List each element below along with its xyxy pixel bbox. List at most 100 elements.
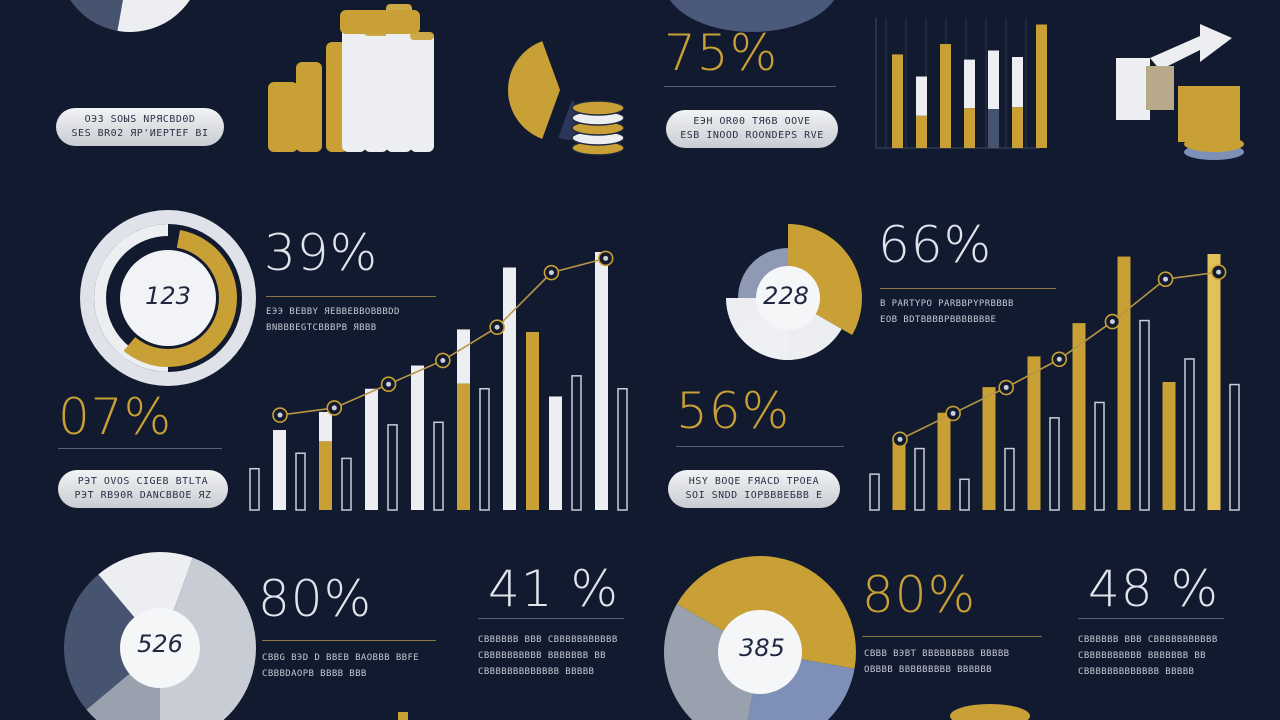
block-icon bbox=[1178, 86, 1240, 142]
mid-left-chart-bar-13 bbox=[526, 331, 539, 510]
top-right-chart-bar-6-bottom bbox=[1012, 107, 1023, 148]
mid-right-chart-marker-dot-7 bbox=[1216, 269, 1222, 275]
gauge-123-center-disc bbox=[120, 250, 216, 346]
caption-80-left: CBBG BЭD D BBEB BAOBBB BBFE CBBBDAOPB BB… bbox=[262, 650, 419, 682]
stat-39: 39% bbox=[264, 224, 379, 282]
top-right-chart-bar-5-top bbox=[988, 50, 999, 109]
pie-526-slate-slice bbox=[64, 574, 160, 710]
coin-icon bbox=[1184, 136, 1244, 152]
mid-right-chart-bar-9 bbox=[1049, 417, 1060, 511]
mid-right-chart-bar-4 bbox=[937, 412, 951, 510]
caption-39-line-2: BNBBBEGTCBBBPB ЯBBB bbox=[266, 323, 377, 333]
mid-right-chart-marker-dot-6 bbox=[1163, 276, 1168, 282]
top-right-chart-bar-7 bbox=[1036, 24, 1047, 148]
caption-80-right: CBBB BЭBT BBBBBBBBB BBBBB OBBBB BBBBBBBB… bbox=[864, 646, 1009, 678]
top-right-chart-bar-2-top bbox=[916, 76, 927, 116]
stat-80-right: 80% bbox=[862, 566, 977, 624]
caption-41-line-3: CBBBBBBBBBBBBB BBBBB bbox=[478, 667, 595, 677]
mid-right-chart-marker-dot-2 bbox=[950, 410, 956, 416]
top-left-bar-cluster-top bbox=[340, 10, 420, 34]
mid-left-chart-bar-11 bbox=[479, 387, 490, 511]
mid-right-chart-marker-dot-3 bbox=[1003, 385, 1009, 391]
caption-39: EЭЭ BEBBY ЯEBBEBBOBBBDD BNBBBEGTCBBBPB Я… bbox=[266, 304, 400, 336]
mid-left-chart-bar-7 bbox=[387, 424, 398, 511]
mid-right-chart-marker-dot-1 bbox=[897, 436, 903, 442]
mid-left-chart-bar-1 bbox=[249, 467, 260, 511]
top-right-chart-bar-2-bottom bbox=[916, 115, 927, 148]
pie-385-grey-slice bbox=[664, 604, 760, 720]
label-pill-4-line-2: SOI SNDD IOPBBBEБBB E bbox=[685, 490, 823, 501]
coin-pie-wedge bbox=[508, 41, 560, 139]
mid-right-chart-bar-14 bbox=[1162, 382, 1176, 510]
label-pill-2-line-2: ЕЅВ INOOD ROONDEPS RVE bbox=[680, 130, 824, 141]
caption-80-left-line-2: CBBBDAOPB BBBB BBB bbox=[262, 669, 367, 679]
mid-left-chart-bar-6 bbox=[365, 388, 378, 510]
label-pill-3: PЭT OVОS CIGEB BTLTA PЭT RB90R DANCBBOE … bbox=[58, 470, 228, 508]
mid-right-chart-bar-7 bbox=[1004, 447, 1015, 511]
label-pill-4-line-1: HSY BOQE FЯACD TPOEA bbox=[688, 476, 820, 487]
mid-left-chart-bar-14 bbox=[549, 396, 562, 510]
label-pill-2: EЭH OR00 ТЯ6В OOVE ЕЅВ INOOD ROONDEPS RV… bbox=[666, 110, 838, 148]
mid-left-chart-bar-4-bottom bbox=[319, 441, 332, 510]
gauge-123-gold-arc bbox=[123, 230, 237, 367]
pie-385-center-disc bbox=[718, 610, 802, 694]
mid-left-chart-bar-15 bbox=[571, 375, 582, 511]
rule-75 bbox=[664, 86, 836, 87]
mid-right-chart-bar-6 bbox=[982, 387, 996, 510]
top-left-3d-bar bbox=[268, 82, 298, 152]
mid-right-chart-bar-8 bbox=[1027, 356, 1041, 510]
rule-07 bbox=[58, 448, 222, 449]
pie-526-center-disc bbox=[120, 608, 200, 688]
top-left-3d-bar bbox=[410, 32, 434, 152]
stat-75: 75% bbox=[664, 24, 779, 82]
caption-48: CBBBBBB BBB CBBBBBBBBBBB CBBBBBBBBBB BBB… bbox=[1078, 632, 1218, 680]
top-right-chart-bar-4-top bbox=[964, 59, 975, 109]
top-left-3d-bar bbox=[386, 4, 412, 152]
trend-arrow-icon bbox=[1150, 24, 1232, 70]
rule-56 bbox=[676, 446, 844, 447]
mid-left-chart-bar-5 bbox=[341, 457, 352, 511]
label-pill-3-line-1: PЭT OVОS CIGEB BTLTA bbox=[77, 476, 209, 487]
label-pill-1-line-1: OЭ3 SOЫS NPЯCBD0D bbox=[84, 114, 196, 125]
top-left-3d-bar bbox=[296, 62, 322, 152]
mid-right-chart-bar-16 bbox=[1207, 254, 1221, 510]
top-right-chart-bar-1 bbox=[892, 54, 903, 148]
mid-right-chart-bar-10 bbox=[1072, 323, 1086, 510]
caption-41-line-1: CBBBBBB BBB CBBBBBBBBBBB bbox=[478, 635, 618, 645]
mid-right-chart-bar-2 bbox=[892, 440, 906, 510]
label-pill-1: OЭ3 SOЫS NPЯCBD0D SES BR02 ЯP'ИEPTEF BI bbox=[56, 108, 224, 146]
gauge-228-center-disc bbox=[756, 266, 820, 330]
mid-left-chart-bar-2 bbox=[273, 430, 286, 510]
caption-48-line-3: CBBBBBBBBBBBBB BBBBB bbox=[1078, 667, 1195, 677]
mid-right-chart-bar-17 bbox=[1229, 383, 1240, 511]
rule-80-right bbox=[862, 636, 1042, 637]
mid-left-chart-bar-9 bbox=[433, 421, 444, 511]
stat-66: 66% bbox=[878, 216, 993, 274]
gauge-value-228: 228 bbox=[763, 282, 809, 310]
mid-right-chart-bar-5 bbox=[959, 478, 970, 511]
block-icon bbox=[1146, 66, 1174, 110]
mid-left-chart-bar-10-bottom bbox=[457, 383, 470, 510]
caption-41-line-2: CBBBBBBBBBB BBBBBBB BB bbox=[478, 651, 607, 661]
mid-left-chart-marker-dot-4 bbox=[440, 357, 446, 363]
pie-526-white-slice bbox=[98, 552, 193, 648]
mid-left-chart-marker-dot-2 bbox=[331, 405, 337, 411]
caption-80-right-line-2: OBBBB BBBBBBBBB BBBBBB bbox=[864, 665, 993, 675]
mid-left-chart-bar-17 bbox=[617, 387, 628, 511]
caption-41: CBBBBBB BBB CBBBBBBBBBBB CBBBBBBBBBB BBB… bbox=[478, 632, 618, 680]
mid-left-chart-bar-8 bbox=[411, 365, 424, 510]
top-right-chart-bar-3 bbox=[940, 44, 951, 148]
stat-56: 56% bbox=[676, 382, 791, 440]
mid-left-chart-marker-dot-1 bbox=[277, 412, 283, 418]
top-left-3d-bar-cap bbox=[410, 32, 434, 40]
rule-41 bbox=[478, 618, 624, 619]
stat-80-left: 80% bbox=[258, 570, 373, 628]
top-right-chart-bar-5-bottom bbox=[988, 109, 999, 148]
bottom-coin-partial bbox=[950, 704, 1030, 720]
block-icon bbox=[1116, 58, 1150, 120]
gauge-value-123: 123 bbox=[145, 282, 191, 310]
mid-right-chart-marker-dot-5 bbox=[1109, 319, 1115, 325]
mid-left-chart-bar-10-top bbox=[457, 329, 470, 384]
mid-left-chart-bar-16 bbox=[595, 252, 608, 510]
